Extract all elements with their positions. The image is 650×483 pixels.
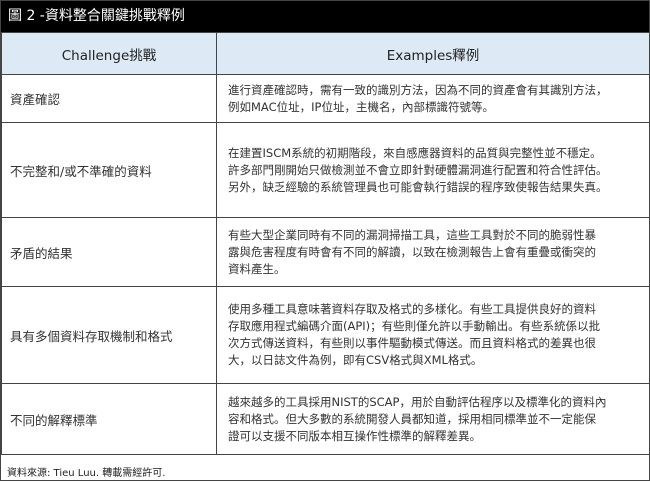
header-examples: Examples釋例 <box>216 32 650 75</box>
example-cell: 有些大型企業同時有不同的漏洞掃描工具，這些工具對於不同的脆弱性暴 露與危害程度有時… <box>216 217 650 287</box>
example-line: 有些大型企業同時有不同的漏洞掃描工具，這些工具對於不同的脆弱性暴 <box>228 227 596 242</box>
example-cell: 越來越多的工具採用NIST的SCAP，用於自動評估程序以及標準化的資料內 容和格式… <box>216 383 650 455</box>
example-line: 進行資產確認時，需有一致的識別方法，因為不同的資產會有其識別方法， <box>228 82 608 97</box>
example-line: 例如MAC位址，IP位址，主機名，內部標識符號等。 <box>228 99 494 114</box>
example-line: 容和格式。但大多數的系統開發人員都知道，採用相同標準並不一定能保 <box>228 411 596 426</box>
example-line: 次方式傳送資料，有些則以事件驅動模式傳送。而且資料格式的差異也很 <box>228 336 596 350</box>
example-line: 許多部門剛開始只做檢測並不會立即針對硬體漏洞進行配置和符合性評估。 <box>228 162 608 177</box>
figure-title: 圖 2 -資料整合關鍵挑戰釋例 <box>1 1 649 32</box>
example-line: 使用多種工具意味著資料存取及格式的多樣化。有些工具提供良好的資料 <box>228 302 596 316</box>
example-line: 另外，缺乏經驗的系統管理員也可能會執行錯誤的程序致使報告結果失真。 <box>228 179 608 194</box>
table-row: 不完整和/或不準確的資料 在建置ISCM系統的初期階段，來自感應器資料的品質與完整… <box>1 122 650 218</box>
table-row: 具有多個資料存取機制和格式 使用多種工具意味著資料存取及格式的多樣化。有些工具提供… <box>1 286 650 384</box>
example-line: 越來越多的工具採用NIST的SCAP，用於自動評估程序以及標準化的資料內 <box>228 394 607 409</box>
example-line: 資料產生。 <box>228 261 286 276</box>
example-cell: 在建置ISCM系統的初期階段，來自感應器資料的品質與完整性並不穩定。 許多部門剛開… <box>216 122 650 218</box>
table-row: 不同的解釋標準 越來越多的工具採用NIST的SCAP，用於自動評估程序以及標準化的… <box>1 383 650 455</box>
challenges-table: Challenge挑戰 Examples釋例 資產確認 進行資產確認時，需有一致的… <box>1 32 650 455</box>
challenge-cell: 不同的解釋標準 <box>1 383 217 455</box>
example-line: 在建置ISCM系統的初期階段，來自感應器資料的品質與完整性並不穩定。 <box>228 145 602 160</box>
example-cell: 使用多種工具意味著資料存取及格式的多樣化。有些工具提供良好的資料 存取應用程式編碼… <box>216 286 650 384</box>
table-row: 矛盾的結果 有些大型企業同時有不同的漏洞掃描工具，這些工具對於不同的脆弱性暴 露與危… <box>1 217 650 287</box>
source-note: 資料來源: Tieu Luu. 轉載需經許可. <box>7 468 166 479</box>
example-line: 證可以支援不同版本相互操作性標準的解釋差異。 <box>228 428 481 443</box>
example-line: 存取應用程式編碼介面(API)；有些則僅允許以手動輸出。有些系統係以批 <box>228 319 601 333</box>
table-row: 資產確認 進行資產確認時，需有一致的識別方法，因為不同的資產會有其識別方法， 例如M… <box>1 74 650 123</box>
example-line: 大，以日誌文件為例，即有CSV格式與XML格式。 <box>228 353 483 367</box>
example-cell: 進行資產確認時，需有一致的識別方法，因為不同的資產會有其識別方法， 例如MAC位址… <box>216 74 650 123</box>
header-row: Challenge挑戰 Examples釋例 <box>1 32 650 75</box>
challenge-cell: 矛盾的結果 <box>1 217 217 287</box>
example-line: 露與危害程度有時會有不同的解讀，以致在檢測報告上會有重疊或衝突的 <box>228 244 596 259</box>
header-challenge: Challenge挑戰 <box>1 32 217 75</box>
challenge-cell: 資產確認 <box>1 74 217 123</box>
challenge-cell: 不完整和/或不準確的資料 <box>1 122 217 218</box>
challenge-cell: 具有多個資料存取機制和格式 <box>1 286 217 384</box>
